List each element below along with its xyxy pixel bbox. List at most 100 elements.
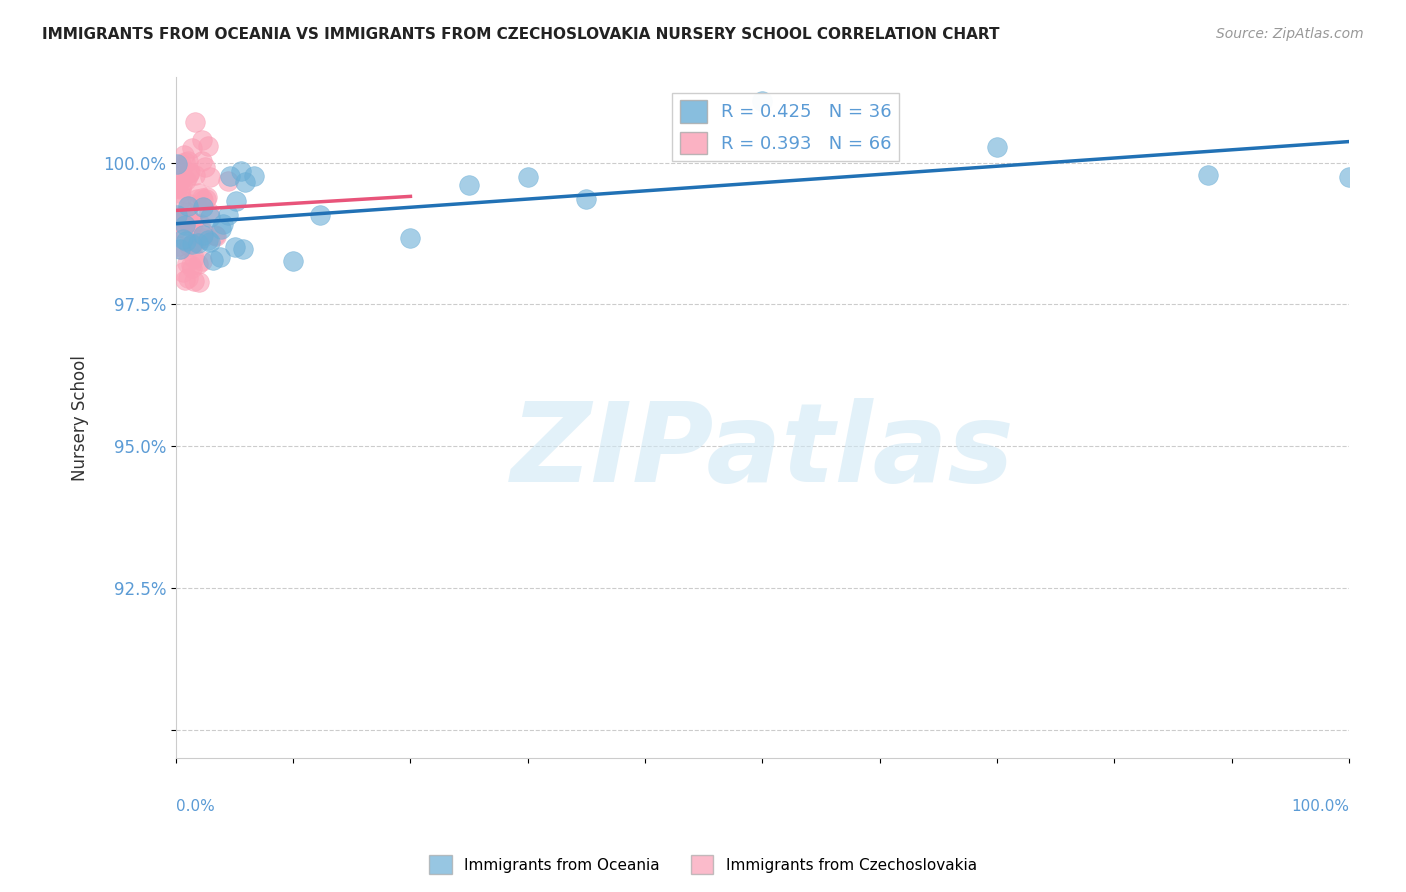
Point <box>516 169 538 184</box>
Text: IMMIGRANTS FROM OCEANIA VS IMMIGRANTS FROM CZECHOSLOVAKIA NURSERY SCHOOL CORRELA: IMMIGRANTS FROM OCEANIA VS IMMIGRANTS FR… <box>42 27 1000 42</box>
Point <box>177 169 200 184</box>
Point <box>458 178 481 193</box>
Point <box>174 273 197 287</box>
Point <box>575 192 598 206</box>
Point <box>194 192 217 206</box>
Point <box>191 231 214 245</box>
Point <box>176 205 198 219</box>
Point <box>229 164 252 178</box>
Point <box>751 95 773 109</box>
Point <box>166 221 188 235</box>
Point <box>176 215 198 229</box>
Point <box>166 180 188 194</box>
Point <box>170 242 193 256</box>
Point <box>191 225 214 239</box>
Point <box>169 186 191 201</box>
Point <box>986 139 1008 153</box>
Text: ZIPatlas: ZIPatlas <box>510 399 1014 506</box>
Point <box>243 169 266 184</box>
Point <box>218 174 240 188</box>
Point <box>225 194 247 208</box>
Legend: R = 0.425   N = 36, R = 0.393   N = 66: R = 0.425 N = 36, R = 0.393 N = 66 <box>672 94 898 161</box>
Point <box>197 138 219 153</box>
Point <box>172 265 194 279</box>
Point <box>198 210 221 224</box>
Point <box>170 172 193 186</box>
Point <box>169 161 191 176</box>
Point <box>188 276 211 290</box>
Point <box>181 236 204 251</box>
Point <box>281 254 304 268</box>
Point <box>172 232 194 246</box>
Point <box>212 217 235 231</box>
Text: Source: ZipAtlas.com: Source: ZipAtlas.com <box>1216 27 1364 41</box>
Point <box>191 193 214 207</box>
Y-axis label: Nursery School: Nursery School <box>72 355 89 481</box>
Point <box>166 157 188 171</box>
Point <box>399 231 422 245</box>
Point <box>308 208 330 222</box>
Point <box>166 214 188 228</box>
Point <box>170 156 193 170</box>
Point <box>177 153 200 168</box>
Point <box>186 192 208 206</box>
Point <box>1197 168 1219 182</box>
Point <box>187 257 209 271</box>
Legend: Immigrants from Oceania, Immigrants from Czechoslovakia: Immigrants from Oceania, Immigrants from… <box>423 849 983 880</box>
Point <box>172 178 194 192</box>
Point <box>173 148 195 162</box>
Point <box>197 233 219 247</box>
Point <box>219 169 242 183</box>
Point <box>181 236 204 251</box>
Point <box>181 217 204 231</box>
Point <box>177 213 200 227</box>
Point <box>209 222 232 236</box>
Point <box>173 155 195 169</box>
Point <box>183 274 205 288</box>
Point <box>180 214 202 228</box>
Point <box>169 242 191 256</box>
Point <box>183 252 205 266</box>
Point <box>191 227 214 242</box>
Point <box>166 208 188 222</box>
Point <box>205 229 228 244</box>
Point <box>167 169 190 184</box>
Point <box>167 210 190 224</box>
Point <box>204 228 226 243</box>
Point <box>198 235 221 249</box>
Point <box>180 141 202 155</box>
Point <box>183 115 205 129</box>
Point <box>172 221 194 235</box>
Point <box>177 271 200 285</box>
Point <box>217 208 239 222</box>
Point <box>177 166 200 180</box>
Point <box>174 172 197 186</box>
Point <box>180 258 202 272</box>
Point <box>170 192 193 206</box>
Point <box>193 200 215 214</box>
Point <box>184 168 207 182</box>
Point <box>209 250 232 264</box>
Point <box>179 197 201 211</box>
Text: 100.0%: 100.0% <box>1291 799 1348 814</box>
Point <box>201 253 224 268</box>
Point <box>180 261 202 276</box>
Point <box>191 254 214 268</box>
Point <box>233 175 256 189</box>
Point <box>191 133 214 147</box>
Point <box>187 235 209 250</box>
Point <box>193 160 215 174</box>
Point <box>183 215 205 229</box>
Point <box>173 218 195 232</box>
Point <box>179 165 201 179</box>
Point <box>170 182 193 196</box>
Point <box>166 181 188 195</box>
Point <box>169 210 191 224</box>
Point <box>232 242 254 256</box>
Text: 0.0%: 0.0% <box>176 799 215 814</box>
Point <box>190 192 212 206</box>
Point <box>186 186 208 201</box>
Point <box>198 205 221 219</box>
Point <box>177 238 200 252</box>
Point <box>224 240 246 254</box>
